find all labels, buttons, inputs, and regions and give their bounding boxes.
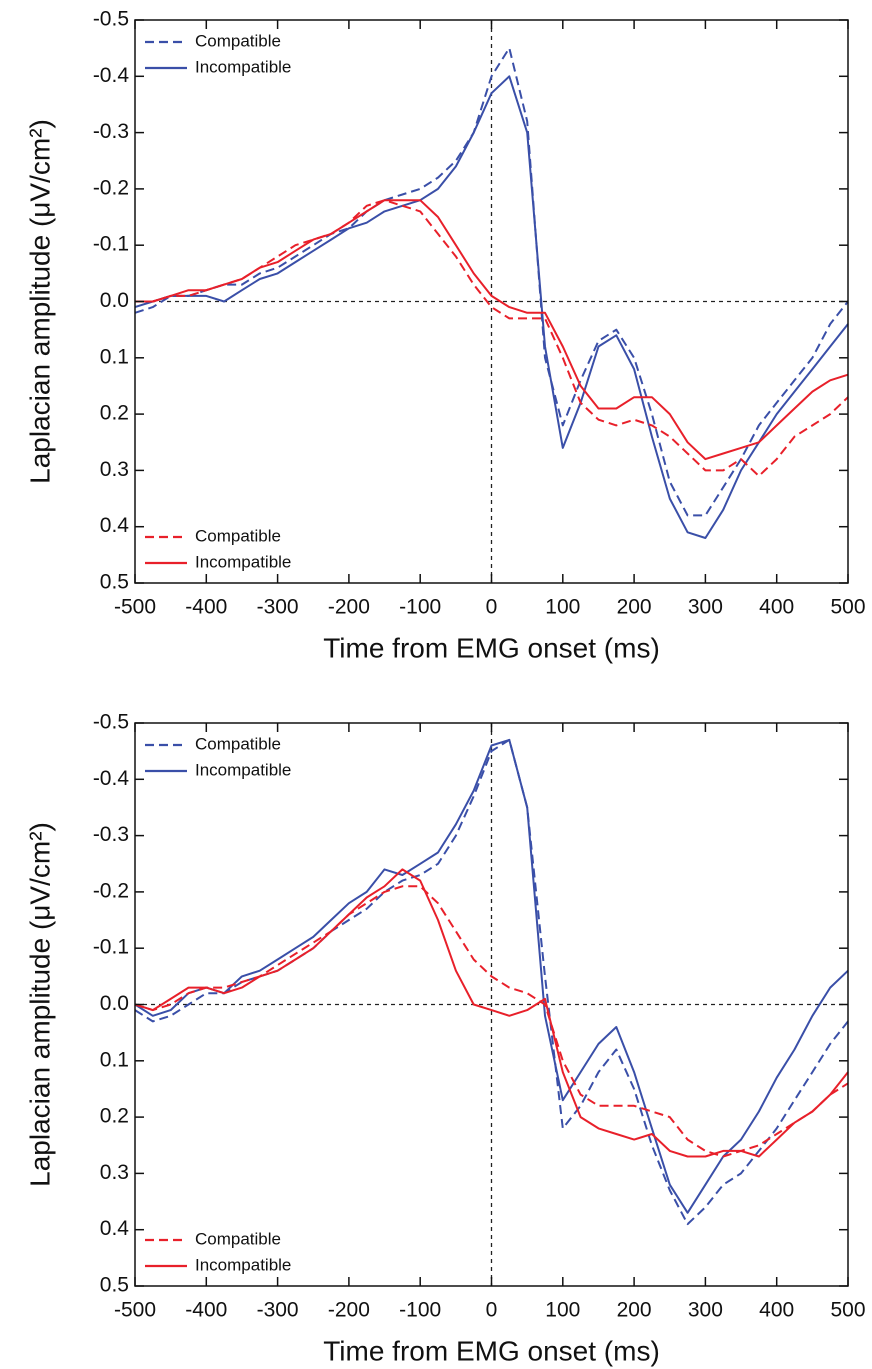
y-axis-label: Laplacian amplitude (μV/cm²) [24,119,55,484]
series-line [134,47,849,517]
y-tick-label: 0.0 [100,992,129,1015]
x-tick-label: 500 [830,596,865,619]
series-line [134,868,849,1158]
x-tick-label: -100 [399,1299,441,1322]
x-tick-label: -500 [114,1299,156,1322]
legend-label: Compatible [195,1229,281,1248]
x-tick-label: -200 [328,1299,370,1322]
legend-label: Incompatible [195,760,291,779]
y-tick-label: 0.5 [100,1274,129,1297]
x-tick-label: -200 [328,596,370,619]
legend-label: Compatible [195,31,281,50]
x-tick-label: 300 [688,596,723,619]
y-tick-label: 0.3 [100,458,129,481]
x-tick-label: 100 [545,596,580,619]
x-tick-label: -500 [114,596,156,619]
x-tick-label: 500 [830,1299,865,1322]
y-tick-label: 0.2 [100,402,129,425]
x-axis-label: Time from EMG onset (ms) [323,1335,660,1366]
x-tick-label: 200 [617,1299,652,1322]
x-tick-label: -400 [185,596,227,619]
y-tick-label: 0.4 [100,1217,130,1240]
x-tick-label: 0 [486,1299,498,1322]
panel: -0.5 -0.4 -0.3 -0.2 -0.1 0.0 0.1 0.2 0.3 0.4 0.5-5… [24,711,865,1367]
x-tick-label: 100 [545,1299,580,1322]
y-tick-label: -0.1 [93,233,129,256]
legend-label: Incompatible [195,57,291,76]
y-tick-label: -0.4 [93,64,130,87]
y-tick-label: -0.2 [93,176,129,199]
legend-label: Compatible [195,526,281,545]
series-line [135,199,849,477]
series-line [134,885,849,1158]
x-tick-label: 200 [617,596,652,619]
legend-label: Incompatible [195,1255,291,1274]
y-tick-label: -0.4 [93,767,130,790]
y-tick-label: 0.1 [100,1048,129,1071]
y-axis-label: Laplacian amplitude (μV/cm²) [24,822,55,1187]
series-line [135,199,849,461]
legend-label: Compatible [195,734,281,753]
y-tick-label: -0.5 [93,8,129,31]
x-tick-label: 0 [486,596,498,619]
legend-label: Incompatible [195,552,291,571]
panel: -0.5 -0.4 -0.3 -0.2 -0.1 0.0 0.1 0.2 0.3 0.4 0.5-5… [24,8,865,664]
y-tick-label: 0.3 [100,1161,129,1184]
x-tick-label: 300 [688,1299,723,1322]
y-tick-label: 0.0 [100,289,129,312]
x-tick-label: -400 [185,1299,227,1322]
x-axis-label: Time from EMG onset (ms) [323,632,660,663]
series-line [134,75,849,539]
x-tick-label: 400 [759,596,794,619]
x-tick-label: -300 [257,1299,299,1322]
y-tick-label: 0.5 [100,571,129,594]
y-tick-label: 0.4 [100,514,130,537]
y-tick-label: -0.1 [93,936,129,959]
y-tick-label: -0.2 [93,879,129,902]
x-tick-label: -100 [399,596,441,619]
y-tick-label: -0.3 [93,120,129,143]
y-tick-label: -0.3 [93,823,129,846]
y-tick-label: 0.1 [100,345,129,368]
y-tick-label: -0.5 [93,711,129,734]
y-tick-label: 0.2 [100,1105,129,1128]
x-tick-label: 400 [759,1299,794,1322]
x-tick-label: -300 [257,596,299,619]
